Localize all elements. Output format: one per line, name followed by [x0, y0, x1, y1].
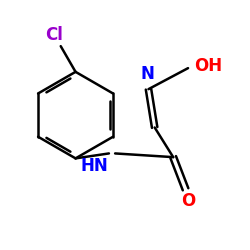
Text: N: N [140, 65, 154, 83]
Text: O: O [181, 192, 195, 210]
Text: OH: OH [194, 57, 222, 75]
Text: Cl: Cl [46, 26, 64, 44]
Text: HN: HN [80, 157, 108, 175]
